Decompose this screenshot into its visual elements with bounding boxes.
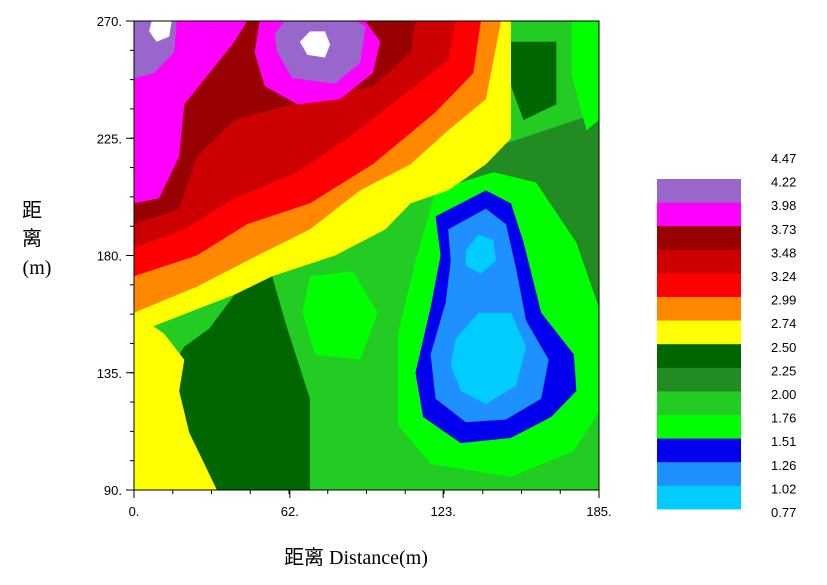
legend-label: 2.25 [771, 363, 796, 378]
legend-swatch [657, 509, 741, 534]
y-tick-label: 225. [97, 131, 122, 146]
legend-swatch [657, 179, 741, 204]
y-axis: 90. 135. 180. 225. 270. [97, 14, 134, 498]
contour-region-7 [134, 312, 217, 490]
legend-label: 1.76 [771, 411, 796, 426]
legend-label: 2.99 [771, 293, 796, 308]
legend-swatch [657, 226, 741, 251]
x-tick-label: 62. [281, 504, 299, 519]
legend-swatch [657, 415, 741, 440]
y-axis-title: 距 离 (m) [22, 200, 51, 279]
legend-swatch [657, 391, 741, 416]
contour-regions [134, 21, 599, 490]
legend-swatch [657, 249, 741, 274]
contour-region-21 [450, 312, 527, 404]
contour-region-2 [571, 21, 599, 131]
x-tick-label: 0. [129, 504, 140, 519]
contour-region-13 [134, 21, 248, 204]
color-legend: 4.47 4.22 3.98 3.73 3.48 3.24 2.99 2.74 2.50 2.25… [657, 151, 796, 534]
legend-label: 1.26 [771, 458, 796, 473]
contour-region-17 [149, 21, 172, 42]
legend-swatch [657, 273, 741, 298]
x-tick-label: 185. [586, 504, 611, 519]
legend-label: 2.00 [771, 387, 796, 402]
contour-region-6 [511, 41, 557, 120]
y-tick-label: 135. [97, 366, 122, 381]
legend-label: 1.02 [771, 481, 796, 496]
legend-swatch [657, 320, 741, 345]
legend-swatch [657, 367, 741, 392]
contour-region-22 [465, 234, 496, 274]
legend-label: 3.98 [771, 198, 796, 213]
y-axis-title-line-1: 距 [22, 200, 42, 222]
legend-label: 1.51 [771, 434, 796, 449]
y-tick-label: 90. [104, 483, 122, 498]
contour-region-18 [299, 31, 331, 58]
x-axis-title: 距离 Distance(m) [284, 546, 428, 569]
legend-label: 2.74 [771, 316, 796, 331]
legend-label: 3.73 [771, 222, 796, 237]
legend-swatch [657, 485, 741, 510]
y-axis-title-line-3: (m) [23, 257, 52, 279]
legend-label: 3.48 [771, 245, 796, 260]
legend-label: 0.77 [771, 505, 796, 520]
contour-region-4 [302, 271, 378, 360]
legend-swatch [657, 297, 741, 322]
legend-swatch [657, 202, 741, 227]
legend-swatch [657, 344, 741, 369]
y-tick-label: 180. [97, 249, 122, 264]
y-tick-label: 270. [97, 14, 122, 29]
y-axis-title-line-2: 离 [22, 227, 42, 250]
x-axis: 0. 62. 123. 185. [129, 490, 612, 519]
legend-label: 4.22 [771, 175, 796, 190]
legend-label: 4.47 [771, 151, 796, 166]
legend-label: 3.24 [771, 269, 796, 284]
legend-swatch [657, 438, 741, 463]
x-tick-label: 123. [431, 504, 456, 519]
legend-label: 2.50 [771, 340, 796, 355]
legend-swatch [657, 462, 741, 487]
